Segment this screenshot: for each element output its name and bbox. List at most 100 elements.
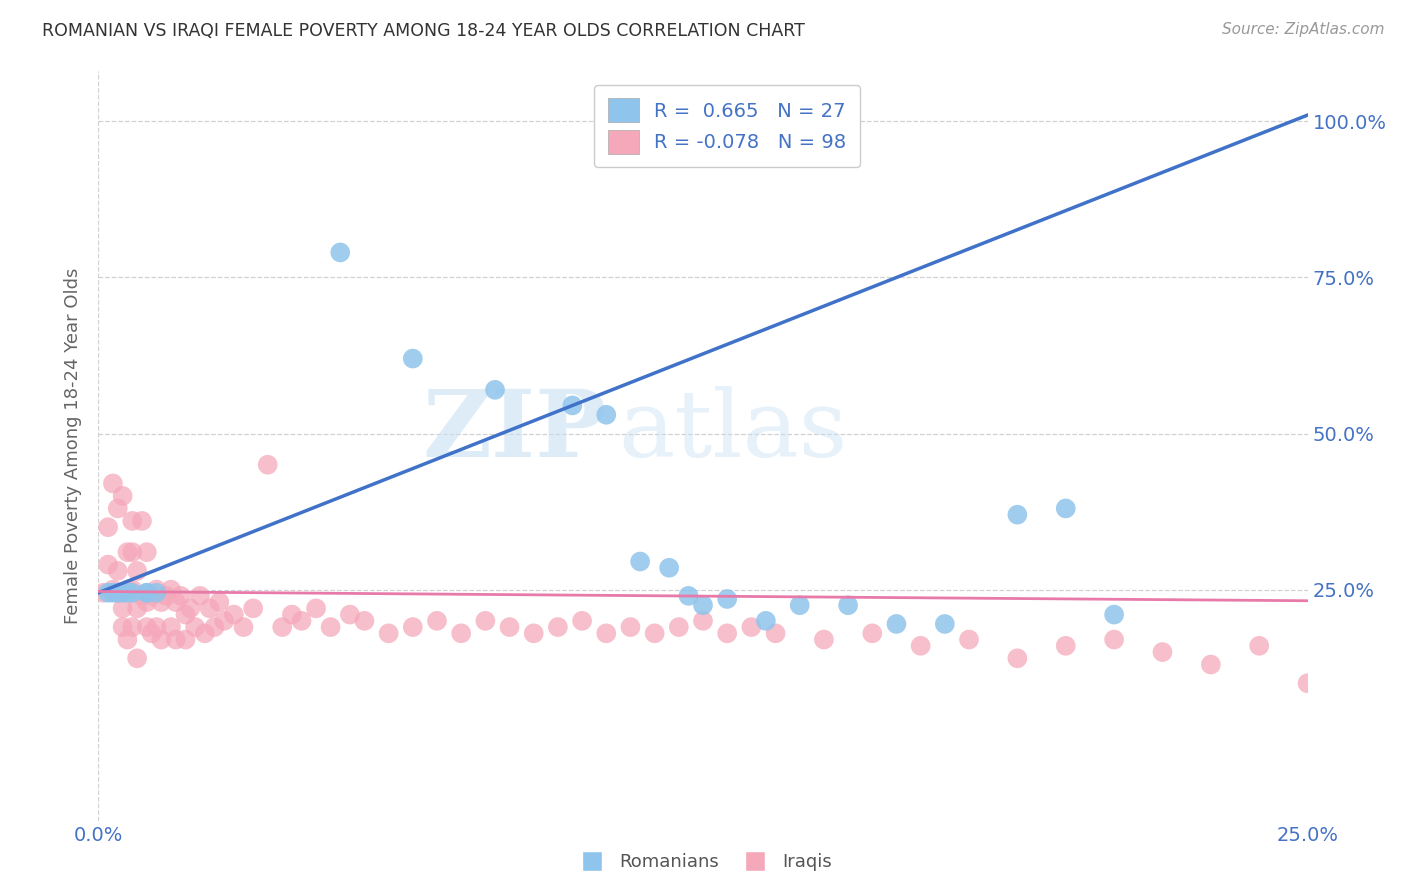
Point — [886, 617, 908, 632]
Point — [1054, 501, 1077, 516]
Point — [131, 514, 153, 528]
Point — [571, 614, 593, 628]
Point — [145, 620, 167, 634]
Point — [860, 626, 883, 640]
Point — [644, 626, 666, 640]
Text: ZIP: ZIP — [422, 386, 606, 476]
Point — [101, 476, 124, 491]
Point — [402, 351, 425, 366]
Point — [150, 595, 173, 609]
Point — [135, 586, 157, 600]
Point — [692, 614, 714, 628]
Point — [97, 520, 120, 534]
Point — [101, 582, 124, 597]
Point — [628, 555, 651, 569]
Point — [426, 614, 449, 628]
Point — [957, 632, 980, 647]
Point — [339, 607, 361, 622]
Point — [232, 620, 254, 634]
Point — [107, 586, 129, 600]
Point — [242, 601, 264, 615]
Text: ROMANIAN VS IRAQI FEMALE POVERTY AMONG 18-24 YEAR OLDS CORRELATION CHART: ROMANIAN VS IRAQI FEMALE POVERTY AMONG 1… — [42, 22, 806, 40]
Point — [111, 601, 134, 615]
Point — [329, 245, 352, 260]
Point — [256, 458, 278, 472]
Point — [188, 589, 211, 603]
Legend: Romanians, Iraqis: Romanians, Iraqis — [567, 847, 839, 879]
Point — [121, 582, 143, 597]
Point — [668, 620, 690, 634]
Point — [1199, 657, 1222, 672]
Point — [281, 607, 304, 622]
Point — [1102, 607, 1125, 622]
Point — [1152, 645, 1174, 659]
Point — [150, 632, 173, 647]
Point — [755, 614, 778, 628]
Point — [377, 626, 399, 640]
Point — [595, 408, 617, 422]
Point — [208, 595, 231, 609]
Point — [319, 620, 342, 634]
Point — [498, 620, 520, 634]
Point — [97, 558, 120, 572]
Point — [145, 586, 167, 600]
Point — [141, 626, 163, 640]
Point — [145, 582, 167, 597]
Point — [111, 489, 134, 503]
Point — [174, 607, 197, 622]
Point — [789, 599, 811, 613]
Point — [1007, 508, 1029, 522]
Point — [198, 601, 221, 615]
Point — [117, 586, 139, 600]
Point — [561, 398, 583, 412]
Point — [97, 586, 120, 600]
Point — [353, 614, 375, 628]
Point — [1102, 632, 1125, 647]
Point — [450, 626, 472, 640]
Point — [402, 620, 425, 634]
Point — [169, 589, 191, 603]
Point — [716, 592, 738, 607]
Point — [1393, 689, 1406, 703]
Point — [271, 620, 294, 634]
Y-axis label: Female Poverty Among 18-24 Year Olds: Female Poverty Among 18-24 Year Olds — [65, 268, 83, 624]
Point — [165, 632, 187, 647]
Point — [910, 639, 932, 653]
Point — [716, 626, 738, 640]
Point — [184, 620, 207, 634]
Point — [1249, 639, 1271, 653]
Point — [740, 620, 762, 634]
Legend: R =  0.665   N = 27, R = -0.078   N = 98: R = 0.665 N = 27, R = -0.078 N = 98 — [595, 85, 860, 168]
Text: Source: ZipAtlas.com: Source: ZipAtlas.com — [1222, 22, 1385, 37]
Point — [160, 620, 183, 634]
Point — [212, 614, 235, 628]
Point — [1054, 639, 1077, 653]
Point — [290, 614, 312, 628]
Point — [107, 564, 129, 578]
Point — [91, 586, 114, 600]
Point — [127, 651, 149, 665]
Point — [658, 561, 681, 575]
Point — [179, 601, 201, 615]
Point — [121, 586, 143, 600]
Point — [111, 620, 134, 634]
Point — [135, 595, 157, 609]
Point — [121, 620, 143, 634]
Point — [1296, 676, 1319, 690]
Point — [765, 626, 787, 640]
Point — [484, 383, 506, 397]
Point — [155, 589, 177, 603]
Point — [160, 582, 183, 597]
Point — [547, 620, 569, 634]
Point — [194, 626, 217, 640]
Point — [127, 564, 149, 578]
Point — [111, 586, 134, 600]
Point — [692, 599, 714, 613]
Point — [101, 586, 124, 600]
Point — [117, 582, 139, 597]
Point — [619, 620, 641, 634]
Point — [1007, 651, 1029, 665]
Point — [117, 632, 139, 647]
Point — [222, 607, 245, 622]
Point — [165, 595, 187, 609]
